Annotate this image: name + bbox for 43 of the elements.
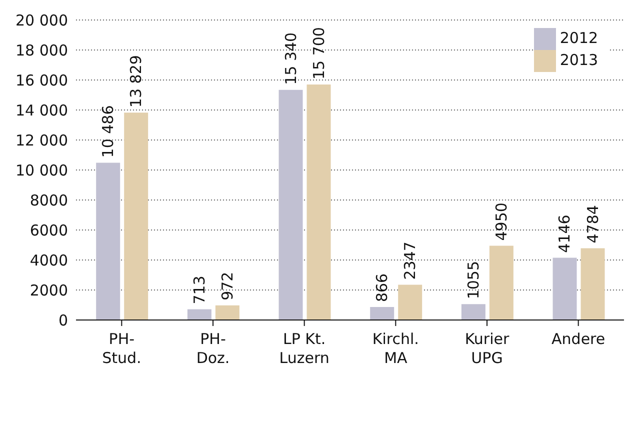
legend-label: 2013 xyxy=(560,51,598,70)
y-tick-label: 12 000 xyxy=(16,131,68,150)
data-label: 4950 xyxy=(492,202,510,241)
y-tick-label: 14 000 xyxy=(16,101,68,120)
bar xyxy=(461,304,486,320)
data-label: 10 486 xyxy=(99,105,118,158)
data-label: 972 xyxy=(218,272,236,300)
y-tick-label: 0 xyxy=(58,311,68,330)
bar xyxy=(306,84,331,320)
y-tick-label: 2000 xyxy=(30,281,68,300)
y-tick-label: 4000 xyxy=(30,251,68,270)
bar xyxy=(489,246,514,320)
x-tick-label: LP Kt. Luzern xyxy=(279,330,330,367)
legend-label: 2012 xyxy=(560,29,598,48)
bar xyxy=(580,248,605,320)
x-tick-label: Kurier UPG xyxy=(464,330,510,367)
data-label: 713 xyxy=(190,276,208,304)
data-label: 13 829 xyxy=(127,55,146,108)
x-tick-label: Kirchl. MA xyxy=(372,330,419,367)
data-label: 1055 xyxy=(464,260,482,300)
bar xyxy=(215,305,240,320)
y-tick-label: 18 000 xyxy=(16,41,68,60)
y-tick-label: 10 000 xyxy=(16,161,68,180)
data-label: 4784 xyxy=(584,205,602,244)
x-tick-label: PH- Doz. xyxy=(196,330,230,367)
bar xyxy=(278,90,303,320)
data-label: 15 700 xyxy=(310,27,328,80)
bar xyxy=(552,258,577,320)
bar xyxy=(370,307,394,320)
data-label: 4146 xyxy=(556,214,574,253)
bar xyxy=(96,162,120,320)
bar xyxy=(187,309,212,320)
data-label: 866 xyxy=(373,273,392,302)
bar xyxy=(398,284,422,320)
data-label: 2347 xyxy=(401,242,420,280)
bar xyxy=(124,112,148,320)
data-label: 15 340 xyxy=(282,32,300,85)
y-tick-label: 20 000 xyxy=(16,11,68,30)
y-tick-label: 8000 xyxy=(30,191,68,210)
y-tick-label: 6000 xyxy=(30,221,68,240)
y-tick-label: 16 000 xyxy=(16,71,68,90)
x-tick-label: Andere xyxy=(552,330,606,348)
x-tick-label: PH- Stud. xyxy=(102,330,142,367)
